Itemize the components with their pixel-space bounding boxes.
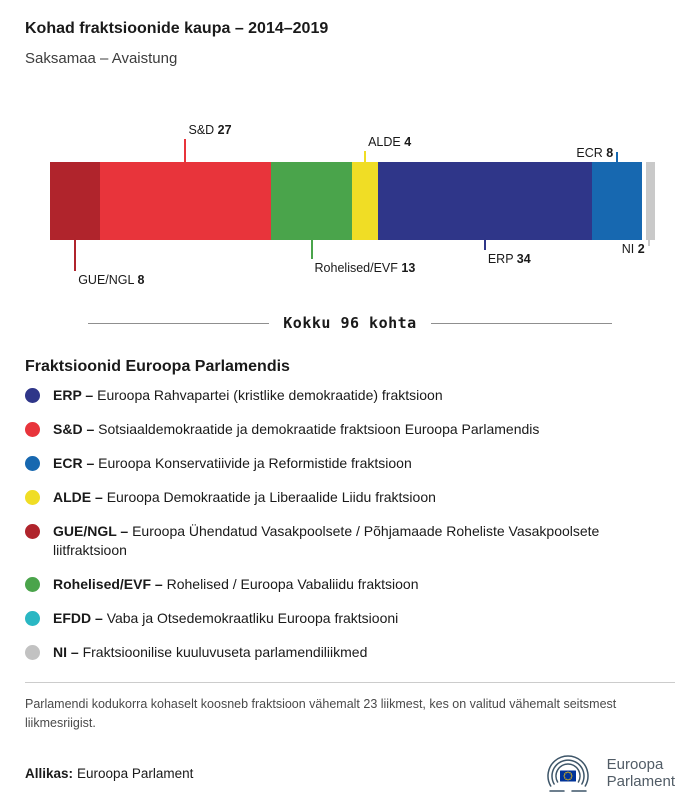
total-seats-label: Kokku 96 kohta	[283, 314, 417, 332]
legend: ERP – Euroopa Rahvapartei (kristlike dem…	[25, 386, 675, 662]
bar-segment-S&D	[100, 162, 271, 240]
legend-item-S&D: S&D – Sotsiaaldemokraatide ja demokraati…	[25, 420, 675, 439]
divider-line-right	[430, 322, 612, 324]
callout-line-ERP	[483, 240, 486, 250]
legend-item-ERP: ERP – Euroopa Rahvapartei (kristlike dem…	[25, 386, 675, 405]
group-color-dot-icon	[25, 611, 40, 626]
callout-label-Rohelised/EVF: Rohelised/EVF 13	[314, 261, 416, 275]
footer: Allikas: Euroopa Parlament	[25, 750, 675, 797]
callout-line-S&D	[184, 139, 187, 162]
legend-item-EFDD: EFDD – Vaba ja Otsedemokraatliku Euroopa…	[25, 609, 675, 628]
callout-label-ERP: ERP 34	[487, 252, 531, 266]
source-value: Euroopa Parlament	[77, 765, 194, 781]
legend-item-text: GUE/NGL – Euroopa Ühendatud Vasakpoolset…	[53, 523, 600, 558]
bar-segment-ALDE	[352, 162, 378, 240]
stacked-bar	[50, 162, 655, 240]
callout-label-ALDE: ALDE 4	[368, 135, 412, 149]
legend-item-text: S&D – Sotsiaaldemokraatide ja demokraati…	[53, 421, 540, 437]
eu-flag	[559, 770, 576, 782]
legend-item-text: NI – Fraktsioonilise kuuluvuseta parlame…	[53, 644, 368, 660]
legend-item-text: ERP – Euroopa Rahvapartei (kristlike dem…	[53, 387, 443, 403]
divider-line-left	[88, 322, 270, 324]
logo-text: Euroopa Parlament	[607, 756, 675, 790]
callout-label-GUE/NGL: GUE/NGL 8	[78, 273, 145, 287]
header: Kohad fraktsioonide kaupa – 2014–2019 Sa…	[25, 20, 675, 67]
seats-stacked-bar-chart: GUE/NGL 8 S&D 27 Rohelised/EVF 13 ALDE 4 ERP…	[50, 117, 655, 300]
legend-item-text: EFDD – Vaba ja Otsedemokraatliku Euroopa…	[53, 610, 399, 626]
callout-line-Rohelised/EVF	[310, 240, 313, 259]
legend-item-text: ALDE – Euroopa Demokraatide ja Liberaali…	[53, 489, 436, 505]
callout-label-S&D: S&D 27	[188, 123, 232, 137]
legend-item-GUE/NGL: GUE/NGL – Euroopa Ühendatud Vasakpoolset…	[25, 522, 675, 560]
group-color-dot-icon	[25, 422, 40, 437]
group-color-dot-icon	[25, 456, 40, 471]
callout-line-GUE/NGL	[74, 240, 77, 271]
logo-text-line2: Parlament	[606, 773, 675, 791]
source-label: Allikas:	[25, 765, 74, 781]
legend-item-ALDE: ALDE – Euroopa Demokraatide ja Liberaali…	[25, 488, 675, 507]
group-color-dot-icon	[25, 645, 40, 660]
hemicycle-arcs	[546, 755, 589, 792]
page-title: Kohad fraktsioonide kaupa – 2014–2019	[25, 20, 329, 37]
footnote: Parlamendi kodukorra kohaselt koosneb fr…	[25, 697, 617, 731]
group-color-dot-icon	[25, 490, 40, 505]
group-color-dot-icon	[25, 388, 40, 403]
callout-label-ECR: ECR 8	[576, 146, 614, 160]
callout-label-NI: NI 2	[621, 242, 645, 256]
bar-segment-NI	[642, 162, 655, 240]
bar-segment-GUE/NGL	[50, 162, 101, 240]
european-parliament-logo	[546, 755, 589, 792]
bar-segment-ERP	[377, 162, 592, 240]
page-subtitle: Saksamaa – Avaistung	[25, 50, 178, 67]
footnote-divider	[25, 682, 675, 683]
bar-segment-Rohelised/EVF	[270, 162, 353, 240]
total-seats-row: Kokku 96 kohta	[88, 314, 612, 332]
callout-line-NI	[647, 240, 650, 246]
logo-text-line1: Euroopa	[606, 756, 664, 774]
european-parliament-logo-block: Euroopa Parlament	[539, 750, 675, 797]
bar-segment-ECR	[591, 162, 643, 240]
legend-item-text: ECR – Euroopa Konservatiivide ja Reformi…	[53, 455, 412, 471]
group-color-dot-icon	[25, 577, 40, 592]
callout-line-ECR	[616, 152, 619, 162]
legend-heading: Fraktsioonid Euroopa Parlamendis	[25, 358, 290, 375]
source: Allikas: Euroopa Parlament	[25, 766, 193, 781]
group-color-dot-icon	[25, 524, 40, 539]
legend-item-ECR: ECR – Euroopa Konservatiivide ja Reformi…	[25, 454, 675, 473]
callout-line-ALDE	[364, 151, 367, 162]
legend-item-NI: NI – Fraktsioonilise kuuluvuseta parlame…	[25, 643, 675, 662]
legend-item-Rohelised/EVF: Rohelised/EVF – Rohelised / Euroopa Vaba…	[25, 575, 675, 594]
legend-item-text: Rohelised/EVF – Rohelised / Euroopa Vaba…	[53, 576, 419, 592]
